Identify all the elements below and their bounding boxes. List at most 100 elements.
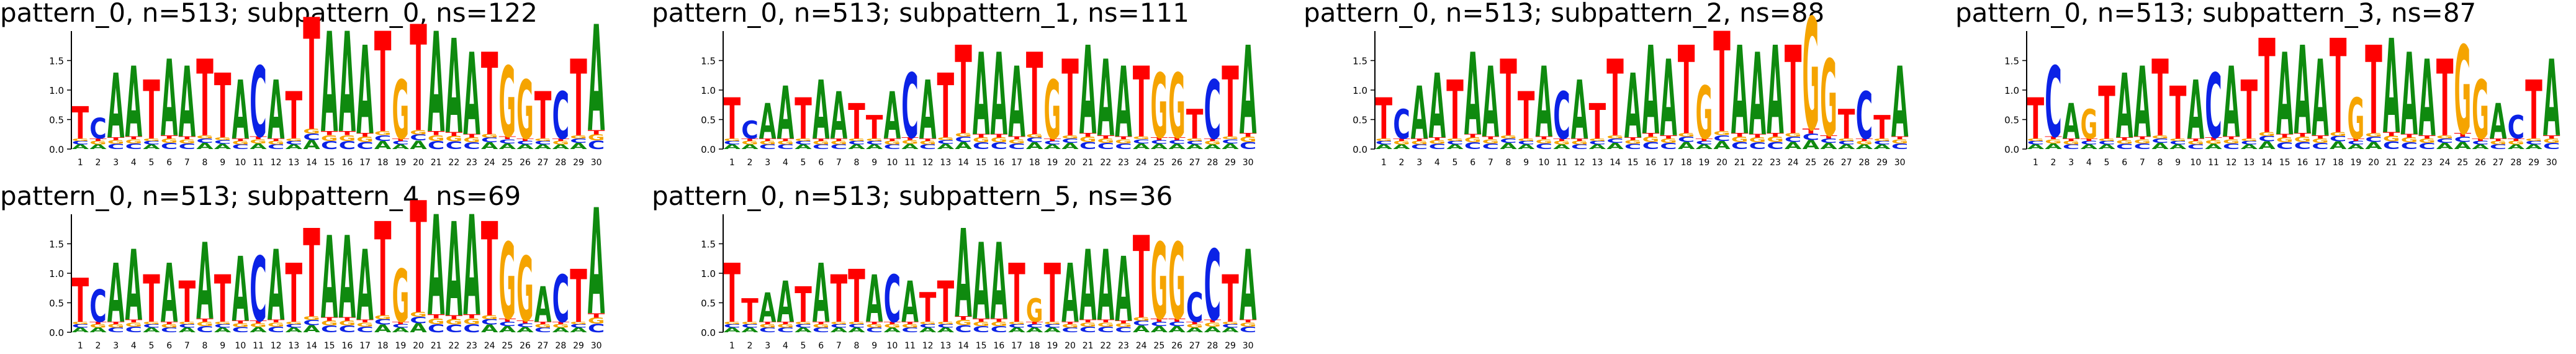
logo-letter: G <box>919 140 937 145</box>
logo-letter: A <box>2258 139 2276 152</box>
logo-letter: A <box>552 326 570 334</box>
logo-letter: A <box>1186 143 1204 150</box>
logo-letter: T <box>410 170 427 348</box>
x-tick-label: 9 <box>871 158 877 168</box>
logo-letter: G <box>813 140 830 145</box>
panel-title: pattern_0, n=513; subpattern_0, ns=122 <box>0 0 538 28</box>
logo-letter: G <box>1536 138 1553 145</box>
x-tick-label: 5 <box>1452 158 1458 168</box>
logo-letter: G <box>759 323 777 329</box>
logo-letter: T <box>955 20 972 162</box>
logo-letter: G <box>937 137 955 141</box>
logo-letter: C <box>1097 141 1115 151</box>
logo-letter: A <box>1678 140 1695 151</box>
logo-letter: A <box>125 229 143 342</box>
x-tick-label: 22 <box>2403 158 2415 168</box>
x-tick-label: 9 <box>220 341 225 351</box>
x-tick-label: 18 <box>2333 158 2344 168</box>
logo-letter: A <box>813 247 830 341</box>
logo-letter: C <box>161 141 178 151</box>
logo-letter: T <box>1411 138 1428 142</box>
y-tick-label: 1.0 <box>49 85 64 96</box>
logo-letter: G <box>1186 138 1204 142</box>
logo-letter: T <box>250 320 267 324</box>
logo-letter: A <box>2187 64 2205 158</box>
logo-letter: G <box>2187 140 2205 145</box>
x-tick-label: 16 <box>993 341 1004 351</box>
logo-letter: C <box>1133 319 1150 327</box>
logo-letter: G <box>2205 139 2222 145</box>
x-tick-label: 7 <box>836 341 842 351</box>
logo-letter: A <box>588 0 605 165</box>
y-tick-label: 1.5 <box>701 56 716 67</box>
logo-letter: A <box>777 269 795 335</box>
logo-letter: T <box>446 131 463 137</box>
logo-letter: G <box>2508 140 2525 145</box>
x-tick-label: 24 <box>1788 158 1799 168</box>
logo-letter: G <box>125 138 143 145</box>
logo-letter: G <box>1008 321 1025 325</box>
logo-letter: C <box>374 134 392 143</box>
x-tick-label: 3 <box>2068 158 2074 168</box>
logo-letter: G <box>2543 137 2560 144</box>
logo-letter: G <box>1008 138 1025 145</box>
x-tick-label: 11 <box>2208 158 2219 168</box>
logo-letter: A <box>286 326 303 334</box>
logo-letter: G <box>2401 136 2418 143</box>
logo-letter: G <box>303 127 320 135</box>
logo-letter: G <box>481 134 498 139</box>
logo-letter: G <box>1678 132 1695 138</box>
logo-letter: A <box>286 143 303 150</box>
logo-letter: C <box>831 143 848 150</box>
logo-letter: C <box>2454 135 2472 143</box>
logo-letter: G <box>2294 135 2312 143</box>
logo-letter: C <box>1678 135 1695 143</box>
logo-letter: G <box>1186 323 1204 329</box>
logo-letter: T <box>161 321 178 325</box>
logo-letter: G <box>286 321 303 325</box>
logo-letter: T <box>446 314 463 320</box>
logo-letter: G <box>410 311 427 318</box>
logo-letter: G <box>339 319 356 327</box>
logo-letter: T <box>1429 137 1446 141</box>
logo-letter: C <box>321 324 338 334</box>
x-tick-label: 20 <box>413 158 424 168</box>
logo-letter: C <box>973 140 990 151</box>
logo-letter: A <box>1856 143 1873 150</box>
logo-letter: G <box>481 314 498 320</box>
logo-letter: T <box>759 321 777 325</box>
x-tick-label: 29 <box>573 341 584 351</box>
logo-letter: A <box>161 247 178 341</box>
logo-letter: C <box>392 140 410 145</box>
x-tick-label: 17 <box>1011 158 1022 168</box>
logo-letter: A <box>1446 143 1464 150</box>
logo-letter: C <box>2276 140 2294 151</box>
logo-letter: G <box>831 321 848 325</box>
logo-letter: A <box>268 229 285 342</box>
logo-letter: A <box>848 143 865 150</box>
logo-letter: T <box>516 320 534 324</box>
logo-letter: C <box>1518 140 1535 145</box>
logo-letter: T <box>89 321 107 325</box>
logo-letter: C <box>831 323 848 329</box>
logo-letter: T <box>570 38 587 160</box>
x-tick-label: 16 <box>2297 158 2308 168</box>
logo-letter: G <box>552 140 570 145</box>
logo-letter: C <box>89 112 107 145</box>
logo-letter: C <box>1186 140 1204 145</box>
logo-letter: C <box>2490 143 2507 150</box>
logo-panel-5: pattern_0, n=513; subpattern_5, ns=36 0.… <box>652 183 1291 354</box>
logo-letter: G <box>1204 321 1222 328</box>
x-tick-label: 18 <box>1681 158 1692 168</box>
logo-letter: G <box>955 132 972 138</box>
logo-letter: A <box>777 71 795 156</box>
logo-letter: C <box>741 323 759 329</box>
logo-letter: T <box>813 138 830 142</box>
logo-letter: G <box>1749 136 1767 143</box>
logo-letter: G <box>1115 322 1132 329</box>
logo-letter: G <box>2330 131 2347 137</box>
x-tick-label: 1 <box>729 158 735 168</box>
x-tick-label: 16 <box>1645 158 1656 168</box>
x-tick-label: 5 <box>2104 158 2110 168</box>
logo-letter: G <box>1606 134 1624 139</box>
